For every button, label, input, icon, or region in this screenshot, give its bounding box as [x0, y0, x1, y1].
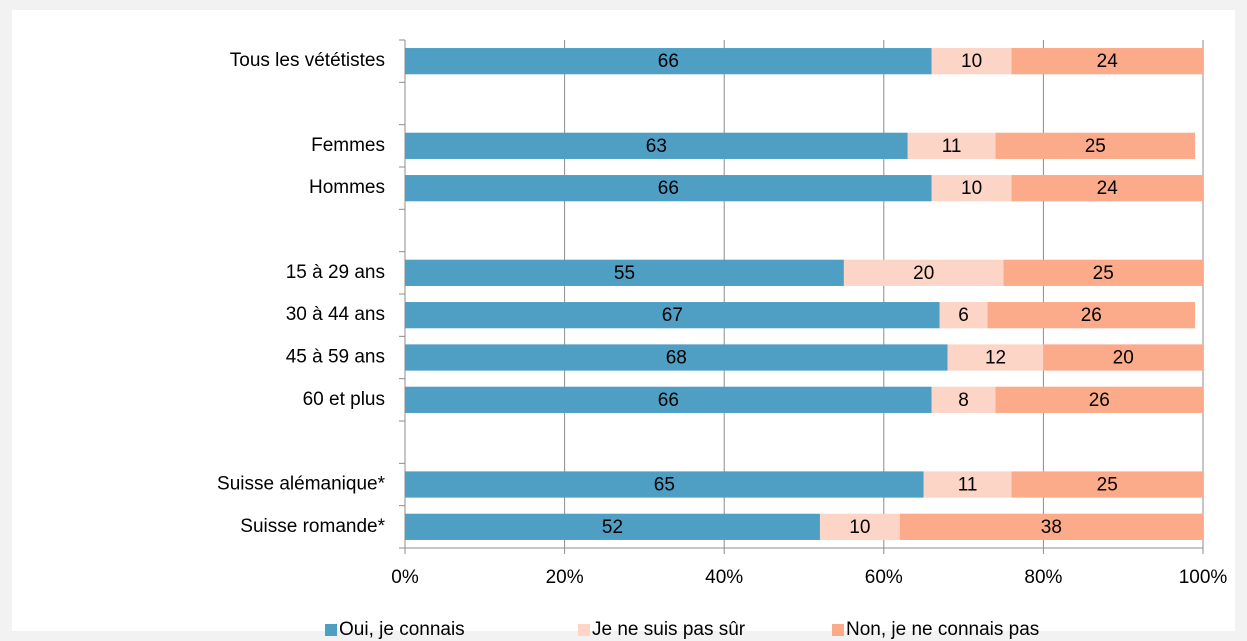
data-label: 10 — [961, 178, 982, 199]
data-label: 67 — [662, 305, 683, 326]
x-tick-label: 0% — [391, 567, 419, 588]
bar-segment — [405, 175, 932, 202]
data-label: 25 — [1097, 475, 1118, 496]
bar-segment — [923, 471, 1012, 498]
data-label: 6 — [958, 305, 969, 326]
y-tick-label: Hommes — [309, 177, 385, 198]
data-label: 66 — [658, 390, 679, 411]
x-tick-label: 80% — [1024, 567, 1062, 588]
data-label: 12 — [985, 348, 1006, 369]
bar-segment — [843, 259, 1004, 286]
data-label: 11 — [942, 136, 962, 157]
y-tick-label: Suisse romande* — [240, 516, 385, 537]
data-label: 25 — [1093, 263, 1114, 284]
bar-segment — [931, 175, 1012, 202]
bar-segment — [899, 513, 1203, 540]
bar-segment — [405, 259, 844, 286]
bar-segment — [931, 386, 996, 413]
bar-segment — [947, 344, 1044, 371]
bar-segment — [405, 513, 820, 540]
y-tick-label: 60 et plus — [303, 389, 385, 410]
bar-segment — [939, 302, 988, 329]
data-label: 63 — [646, 136, 667, 157]
bar-segment — [1043, 344, 1203, 371]
data-label: 55 — [614, 263, 635, 284]
data-label: 66 — [658, 51, 679, 72]
data-label: 10 — [849, 517, 870, 538]
data-label: 38 — [1041, 517, 1062, 538]
bar-segment — [819, 513, 900, 540]
data-label: 11 — [958, 475, 978, 496]
y-tick-label: Femmes — [311, 135, 385, 156]
bar-segment — [405, 386, 932, 413]
data-label: 10 — [961, 51, 982, 72]
data-label: 68 — [666, 348, 687, 369]
y-tick-label: Tous les vététistes — [230, 50, 385, 71]
y-tick-label: 45 à 59 ans — [286, 347, 385, 368]
data-label: 24 — [1097, 178, 1119, 199]
bar-segment — [1003, 259, 1203, 286]
bar-segment — [405, 344, 948, 371]
y-tick-label: 15 à 29 ans — [286, 262, 385, 283]
data-label: 20 — [1113, 348, 1134, 369]
y-tick-label: 30 à 44 ans — [286, 304, 385, 325]
bar-segment — [1011, 471, 1203, 498]
data-label: 66 — [658, 178, 679, 199]
data-label: 24 — [1097, 51, 1119, 72]
legend-swatch — [578, 624, 590, 636]
bar-segment — [405, 471, 924, 498]
data-label: 25 — [1085, 136, 1106, 157]
legend-swatch — [832, 624, 844, 636]
bar-segment — [987, 302, 1196, 329]
x-tick-label: 20% — [546, 567, 584, 588]
x-tick-label: 60% — [865, 567, 903, 588]
bar-segment — [995, 132, 1196, 159]
bar-segment — [1011, 48, 1203, 75]
data-label: 65 — [654, 475, 675, 496]
data-label: 52 — [602, 517, 623, 538]
legend-swatch — [325, 624, 337, 636]
bar-segment — [995, 386, 1203, 413]
data-label: 20 — [913, 263, 934, 284]
x-tick-label: 100% — [1179, 567, 1228, 588]
legend-label: Non, je ne connais pas — [846, 619, 1039, 640]
bar-segment — [1011, 175, 1203, 202]
legend-label: Je ne suis pas sûr — [592, 619, 746, 640]
y-tick-label: Suisse alémanique* — [217, 474, 386, 495]
bar-segment — [931, 48, 1012, 75]
data-label: 26 — [1081, 305, 1102, 326]
bar-segment — [907, 132, 996, 159]
bar-segment — [405, 48, 932, 75]
bar-segment — [405, 302, 940, 329]
legend-label: Oui, je connais — [339, 619, 465, 640]
data-label: 8 — [958, 390, 969, 411]
bar-segment — [405, 132, 908, 159]
x-tick-label: 40% — [705, 567, 743, 588]
data-label: 26 — [1089, 390, 1110, 411]
